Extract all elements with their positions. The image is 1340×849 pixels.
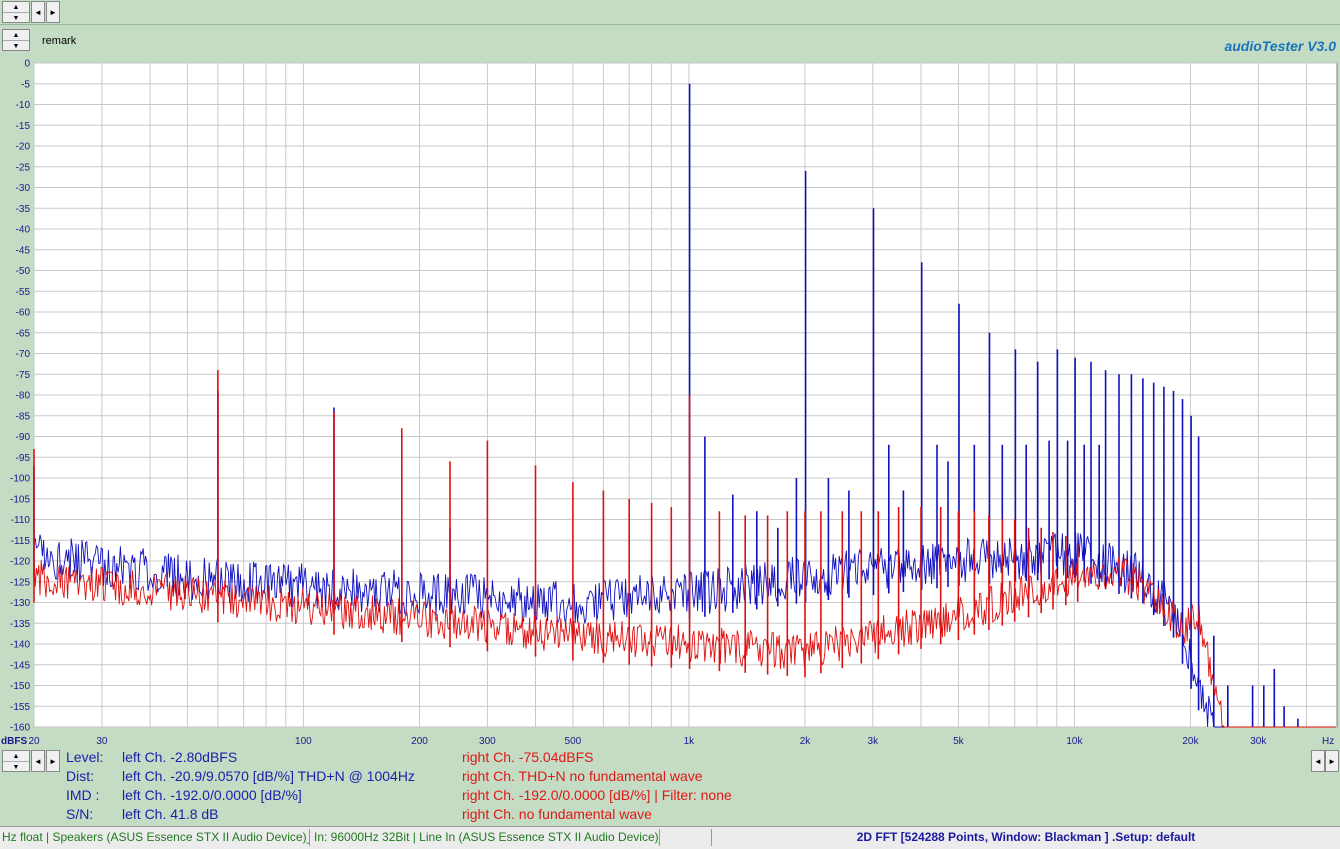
- spin-up-icon[interactable]: ▲: [12, 752, 20, 760]
- status-empty: [662, 829, 712, 846]
- y-tick-labels: 0 -5 -10 -15 -20 -25 -30 -35 -40 -45 -50 -55 -60 -65 -…: [10, 59, 30, 734]
- status-output-device: Hz float | Speakers (ASUS Essence STX II…: [2, 829, 310, 846]
- y-tick-label: -45: [16, 245, 31, 256]
- x-tick-label: 2k: [800, 736, 812, 746]
- y-tick-label: -105: [10, 494, 30, 505]
- dist-label: Dist:: [66, 768, 94, 784]
- top-toolbar: ▲ ▼ ◄ ►: [0, 0, 1340, 25]
- status-bar: Hz float | Speakers (ASUS Essence STX II…: [0, 826, 1340, 849]
- x-tick-label: 30k: [1250, 736, 1267, 746]
- x-tick-label: 300: [479, 736, 496, 746]
- y-tick-label: -80: [16, 391, 31, 402]
- bottom-spinner[interactable]: ▲ ▼: [2, 750, 30, 772]
- y-tick-label: -130: [10, 598, 30, 609]
- y-tick-label: -145: [10, 660, 30, 671]
- x-tick-label: 1k: [684, 736, 696, 746]
- y-tick-label: -20: [16, 142, 31, 153]
- top-spinner[interactable]: ▲ ▼: [2, 1, 30, 23]
- x-tick-label: 10k: [1066, 736, 1083, 746]
- y-tick-label: -90: [16, 432, 31, 443]
- y-tick-label: -100: [10, 474, 30, 485]
- y-tick-label: -160: [10, 723, 30, 734]
- y-tick-label: -70: [16, 349, 31, 360]
- x-tick-label: 100: [295, 736, 312, 746]
- status-input-device: In: 96000Hz 32Bit | Line In (ASUS Essenc…: [314, 829, 660, 846]
- y-tick-label: -125: [10, 577, 30, 588]
- y-tick-label: -60: [16, 308, 31, 319]
- y-tick-label: -5: [21, 79, 30, 90]
- y-tick-label: -30: [16, 183, 31, 194]
- x-tick-labels: 20 30 100 200 300 500 1k 2k 3k 5k 10k 20k 30k: [28, 736, 1267, 746]
- remark-bar: ▲ ▼: [0, 25, 1340, 62]
- y-tick-label: -40: [16, 225, 31, 236]
- left-sn-value: left Ch. 41.8 dB: [122, 806, 219, 822]
- y-tick-label: -155: [10, 702, 30, 713]
- right-imd-value: right Ch. -192.0/0.0000 [dB/%] | Filter:…: [462, 787, 732, 803]
- scroll-right-button[interactable]: ►: [46, 1, 60, 23]
- y-tick-label: -55: [16, 287, 31, 298]
- x-tick-label: 3k: [868, 736, 880, 746]
- fft-chart: 0 -5 -10 -15 -20 -25 -30 -35 -40 -45 -50 -55 -60 -65 -…: [1, 59, 1338, 746]
- right-level-value: right Ch. -75.04dBFS: [462, 749, 594, 765]
- right-dist-value: right Ch. THD+N no fundamental wave: [462, 768, 703, 784]
- series-group: [33, 83, 1336, 729]
- imd-label: IMD :: [66, 787, 100, 803]
- measurement-panel: ▲ ▼ ◄ ► ◄ ► Level: Dist: IMD : S/N: left…: [0, 746, 1340, 826]
- y-tick-label: -10: [16, 100, 31, 111]
- y-tick-label: -85: [16, 411, 31, 422]
- scroll-left-button[interactable]: ◄: [31, 750, 45, 772]
- scroll-left-button[interactable]: ◄: [31, 1, 45, 23]
- x-tick-label: 5k: [953, 736, 965, 746]
- sn-label: S/N:: [66, 806, 94, 822]
- y-tick-label: -25: [16, 162, 31, 173]
- x-tick-label: 20k: [1182, 736, 1199, 746]
- left-dist-value: left Ch. -20.9/9.0570 [dB/%] THD+N @ 100…: [122, 768, 415, 784]
- level-label: Level:: [66, 749, 104, 765]
- x-axis-label: Hz: [1322, 736, 1334, 746]
- status-fft-info: 2D FFT [524288 Points, Window: Blackman …: [856, 830, 1196, 844]
- spin-down-icon[interactable]: ▼: [3, 761, 29, 772]
- panel-right-button[interactable]: ►: [1325, 750, 1339, 772]
- remark-label: remark: [42, 35, 77, 47]
- y-tick-label: -35: [16, 204, 31, 215]
- spin-down-icon[interactable]: ▼: [3, 12, 29, 23]
- y-tick-label: -115: [11, 536, 31, 547]
- remark-spinner[interactable]: ▲ ▼: [2, 29, 30, 51]
- y-axis-label: dBFS: [1, 736, 27, 746]
- y-tick-label: -65: [16, 328, 31, 339]
- x-tick-label: 20: [28, 736, 40, 746]
- spin-down-icon[interactable]: ▼: [3, 40, 29, 51]
- spin-up-icon[interactable]: ▲: [12, 31, 20, 39]
- x-tick-label: 30: [96, 736, 108, 746]
- y-tick-label: -120: [10, 557, 30, 568]
- y-tick-label: -110: [11, 515, 31, 526]
- y-tick-label: 0: [24, 59, 30, 70]
- series-right-noise-line: [33, 556, 1336, 729]
- x-tick-label: 500: [565, 736, 582, 746]
- y-tick-label: -150: [10, 681, 30, 692]
- panel-left-button[interactable]: ◄: [1311, 750, 1325, 772]
- y-tick-label: -95: [16, 453, 31, 464]
- y-tick-label: -75: [16, 370, 31, 381]
- y-tick-label: -50: [16, 266, 31, 277]
- y-tick-label: -140: [10, 640, 30, 651]
- y-tick-label: -135: [10, 619, 30, 630]
- brand-title: audioTester V3.0: [1224, 38, 1336, 54]
- left-imd-value: left Ch. -192.0/0.0000 [dB/%]: [122, 787, 302, 803]
- right-sn-value: right Ch. no fundamental wave: [462, 806, 652, 822]
- x-tick-label: 200: [411, 736, 428, 746]
- y-tick-label: -15: [16, 121, 31, 132]
- spin-up-icon[interactable]: ▲: [12, 3, 20, 11]
- left-level-value: left Ch. -2.80dBFS: [122, 749, 238, 765]
- scroll-right-button[interactable]: ►: [46, 750, 60, 772]
